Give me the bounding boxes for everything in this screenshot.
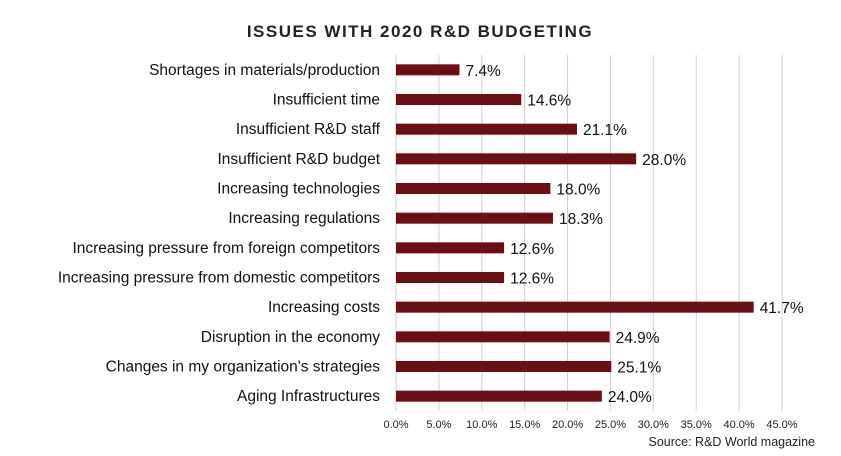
category-label: Insufficient R&D budget: [217, 151, 380, 168]
bar: [396, 153, 637, 165]
x-tick-label: 10.0%: [466, 419, 497, 431]
bars: [396, 64, 754, 402]
data-labels: 7.4% 14.6% 21.1% 28.0% 18.0% 18.3% 12.6% 12.6% 4…: [465, 63, 803, 406]
data-label: 14.6%: [527, 93, 571, 110]
bar: [396, 212, 553, 224]
x-tick-label: 40.0%: [724, 419, 755, 431]
gridlines: [395, 55, 783, 411]
category-label: Aging Infrastructures: [237, 388, 380, 405]
data-label: 18.0%: [556, 182, 600, 199]
category-label: Changes in my organization's strategies: [106, 359, 381, 376]
category-label: Shortages in materials/production: [149, 62, 380, 79]
x-tick-label: 15.0%: [509, 419, 540, 431]
x-tick-label: 0.0%: [383, 419, 408, 431]
bar: [396, 123, 577, 135]
data-label: 12.6%: [510, 241, 554, 258]
bar: [396, 64, 460, 76]
bar: [396, 242, 505, 254]
category-label: Increasing costs: [268, 299, 380, 316]
x-tick-label: 20.0%: [552, 419, 583, 431]
bar: [396, 331, 610, 343]
x-axis-ticks: 0.0% 5.0% 10.0% 15.0% 20.0% 25.0% 30.0% 35.0% 40…: [383, 419, 797, 431]
category-label: Increasing pressure from domestic compet…: [58, 270, 380, 287]
x-tick-label: 45.0%: [766, 419, 797, 431]
data-label: 7.4%: [465, 63, 501, 80]
x-tick-label: 25.0%: [595, 419, 626, 431]
data-label: 25.1%: [617, 360, 661, 377]
data-label: 21.1%: [583, 122, 627, 139]
category-label: Disruption in the economy: [201, 329, 380, 346]
bar: [396, 361, 612, 372]
data-label: 28.0%: [642, 152, 686, 169]
data-label: 12.6%: [510, 271, 554, 288]
category-labels: Shortages in materials/production Insuffi…: [58, 62, 381, 405]
x-tick-label: 5.0%: [426, 419, 451, 431]
bar: [396, 272, 505, 283]
bar: [396, 94, 522, 105]
category-label: Increasing technologies: [217, 181, 380, 198]
source-note: Source: R&D World magazine: [648, 435, 815, 449]
category-label: Increasing pressure from foreign competi…: [72, 240, 380, 257]
data-label: 24.9%: [616, 330, 660, 347]
bar: [396, 183, 551, 194]
bar: [396, 301, 754, 313]
x-tick-label: 30.0%: [638, 419, 669, 431]
x-tick-label: 35.0%: [681, 419, 712, 431]
data-label: 41.7%: [760, 300, 804, 317]
category-label: Insufficient time: [273, 92, 380, 109]
category-label: Insufficient R&D staff: [236, 121, 381, 138]
category-label: Increasing regulations: [228, 210, 380, 227]
chart-title: ISSUES WITH 2020 R&D BUDGETING: [247, 22, 593, 41]
data-label: 24.0%: [608, 389, 652, 406]
data-label: 18.3%: [559, 211, 603, 228]
bar: [396, 390, 602, 402]
